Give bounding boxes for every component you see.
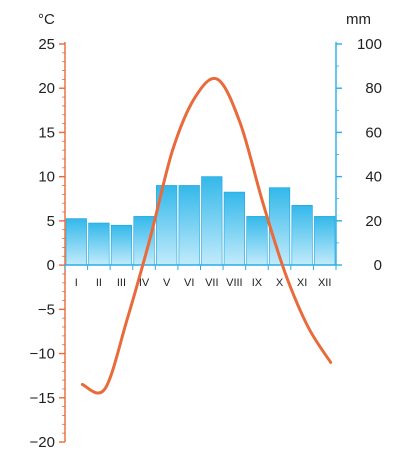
left-tick-label: −5 — [38, 301, 55, 318]
precip-bar-VIII — [223, 191, 245, 266]
precip-bar-XII — [314, 216, 336, 266]
left-tick-label: 5 — [47, 213, 55, 230]
temperature-point-III — [126, 316, 129, 320]
temperature-line — [80, 76, 333, 395]
left-tick-label: 0 — [47, 257, 55, 274]
precip-bar-VI — [178, 185, 200, 266]
right-tick-label: 60 — [365, 124, 382, 141]
left-tick-label: 15 — [38, 124, 55, 141]
right-tick-label: 40 — [365, 169, 382, 186]
precip-bar-VII — [201, 176, 223, 266]
left-tick-label: −10 — [30, 346, 55, 363]
month-label-IX: IX — [252, 277, 263, 289]
temperature-point-IX — [261, 202, 265, 205]
temperature-point-V — [171, 148, 174, 152]
temperature-point-XII — [329, 361, 332, 364]
month-label-III: III — [117, 277, 126, 289]
right-tick-label: 80 — [365, 80, 382, 97]
month-label-XII: XII — [318, 277, 331, 289]
month-label-X: X — [276, 277, 284, 289]
left-tick-label: −20 — [30, 434, 55, 451]
precip-bar-I — [65, 218, 87, 266]
month-label-V: V — [163, 277, 171, 289]
left-tick-label: −15 — [30, 390, 55, 407]
precip-bar-IX — [246, 216, 268, 266]
right-unit-label: mm — [346, 11, 371, 28]
right-tick-label: 0 — [374, 257, 382, 274]
temperature-point-VII — [216, 78, 219, 81]
temperature-point-X — [284, 272, 287, 276]
precip-bar-XI — [291, 205, 313, 266]
temperature-point-IV — [148, 237, 152, 240]
month-label-VII: VII — [205, 277, 218, 289]
month-label-IV: IV — [139, 277, 150, 289]
month-label-I: I — [75, 277, 78, 289]
precip-bar-II — [88, 222, 110, 266]
right-tick-label: 100 — [357, 36, 382, 53]
left-tick-label: 10 — [38, 169, 55, 186]
month-label-VI: VI — [184, 277, 194, 289]
month-label-VIII: VIII — [226, 277, 243, 289]
temperature-point-I — [81, 383, 84, 386]
temperature-point-XI — [306, 325, 310, 329]
precip-bar-III — [110, 224, 133, 266]
temperature-point-VI — [194, 95, 197, 99]
temperature-point-VIII — [239, 122, 242, 125]
axes — [59, 42, 342, 443]
month-label-II: II — [96, 277, 102, 289]
left-tick-label: 20 — [38, 80, 55, 97]
left-tick-label: 25 — [38, 36, 55, 53]
right-tick-label: 20 — [365, 213, 382, 230]
month-label-XI: XI — [297, 277, 307, 289]
left-unit-label: °C — [38, 11, 55, 28]
temperature-point-II — [103, 387, 107, 391]
precipitation-bars — [65, 176, 336, 266]
